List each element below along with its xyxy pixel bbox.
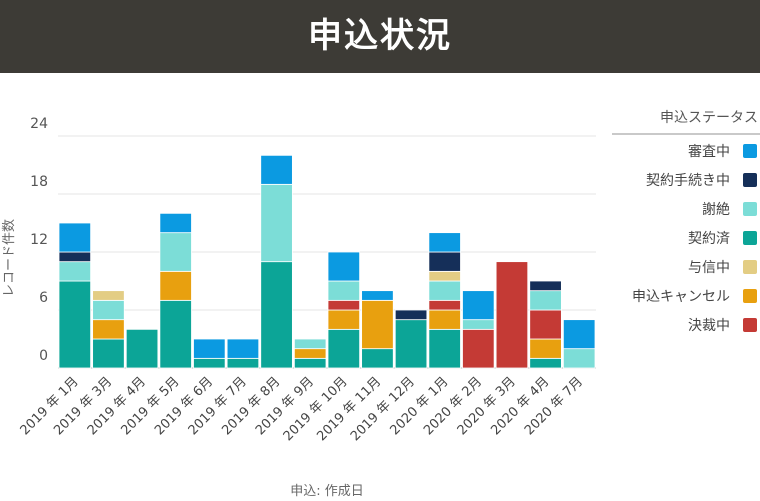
bar-segment[interactable] [260,154,293,185]
x-axis-title: 申込: 作成日 [290,484,364,499]
y-tick-label: 6 [39,290,48,306]
legend-swatch [743,173,757,187]
legend-swatch [743,144,757,158]
bar-segment[interactable] [125,328,159,369]
legend-item-label: 契約済 [688,231,730,247]
y-tick-label: 0 [39,348,48,364]
bar-segment[interactable] [159,270,192,301]
legend-item-label: 謝絶 [702,202,730,218]
bar-segment[interactable] [428,299,461,311]
y-axis-title: レコード件数 [2,219,17,297]
bar-segment[interactable] [529,338,562,359]
bar-segment[interactable] [394,319,428,369]
bar-segment[interactable] [159,232,192,272]
legend-item-label: 与信中 [688,260,730,276]
bar-segment[interactable] [92,338,125,369]
bar-segment[interactable] [462,319,495,330]
bar-segment[interactable] [529,280,562,292]
page-title: 申込状況 [308,16,452,56]
bar-segment[interactable] [193,338,226,359]
legend-swatch [743,318,757,332]
bar-segment[interactable] [293,348,327,359]
legend-item-label: 審査中 [688,144,730,160]
bar-segment[interactable] [462,290,495,321]
title-bar: 申込状況 [0,0,760,73]
bar-segment[interactable] [327,280,361,301]
y-axis-ticks: 0 6 12 18 24 [30,116,48,364]
y-tick-label: 18 [30,174,48,190]
bar-segment[interactable] [327,251,361,282]
y-tick-label: 12 [30,232,48,248]
bar-segment[interactable] [193,357,226,369]
bar-segment[interactable] [260,183,293,263]
bar-segment[interactable] [226,338,260,359]
bar-segment[interactable] [529,290,562,311]
bar-segment[interactable] [327,299,361,311]
bar-segment[interactable] [293,357,327,369]
bar-segment[interactable] [327,328,361,369]
legend-item-label: 申込キャンセル [632,289,730,305]
bar-segment[interactable] [361,348,394,369]
bar-segment[interactable] [260,261,293,369]
legend-swatch [743,260,757,274]
bar-segment[interactable] [92,290,125,301]
bar-segment[interactable] [562,348,596,369]
bar-segment[interactable] [92,299,125,321]
bar-segment[interactable] [529,357,562,369]
bar-segment[interactable] [394,309,428,321]
bar-segment[interactable] [159,212,192,234]
legend-swatch [743,289,757,303]
bar-segment[interactable] [428,328,461,369]
bar-segment[interactable] [58,222,92,253]
legend-item-label: 契約手続き中 [646,172,730,189]
bar-segment[interactable] [293,338,327,350]
bar-segment[interactable] [495,261,529,369]
bar-segment[interactable] [428,232,461,253]
bar-segment[interactable] [58,261,92,282]
bar-segment[interactable] [428,309,461,330]
legend-item-label: 決裁中 [688,318,730,334]
legend-swatch [743,202,757,216]
bar-segment[interactable] [361,299,394,350]
bar-segment[interactable] [92,319,125,340]
bar-segment[interactable] [58,280,92,369]
bar-segment[interactable] [428,270,461,282]
bar-segment[interactable] [159,299,192,369]
bar-segment[interactable] [462,328,495,369]
y-tick-label: 24 [30,116,48,132]
bar-segment[interactable] [562,319,596,350]
bars [58,154,596,369]
bar-segment[interactable] [428,251,461,272]
bar-segment[interactable] [58,251,92,263]
bar-segment[interactable] [428,280,461,301]
legend-swatch [743,231,757,245]
bar-segment[interactable] [361,290,394,301]
bar-segment[interactable] [529,309,562,340]
legend-title: 申込ステータス [660,110,758,126]
bar-segment[interactable] [327,309,361,330]
bar-segment[interactable] [226,357,260,369]
